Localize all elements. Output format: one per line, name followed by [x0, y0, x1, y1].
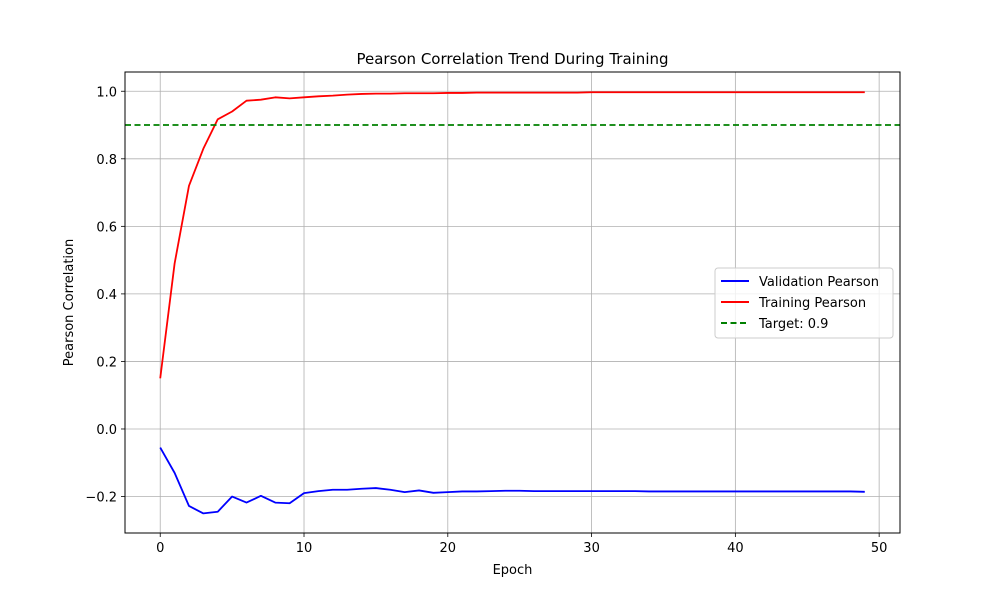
plot-frame: [124, 71, 901, 534]
x-tick-label: 10: [296, 541, 313, 556]
y-tick-label: 0.0: [96, 423, 117, 438]
legend-label-target: Target: 0.9: [758, 317, 828, 332]
x-tick-label: 30: [583, 541, 600, 556]
validation-pearson-line: [159, 447, 865, 515]
y-tick-label: 0.2: [96, 355, 117, 370]
data-series: [125, 91, 900, 515]
legend-box: [714, 267, 894, 339]
training-pearson-line: [159, 91, 865, 379]
y-tick-label: −0.2: [85, 491, 117, 506]
x-tick-label: 40: [727, 541, 744, 556]
y-tick-label: 0.8: [96, 153, 117, 168]
y-axis-title: Pearson Correlation: [62, 239, 77, 366]
legend-label-validation: Validation Pearson: [759, 275, 879, 290]
x-tick-label: 0: [156, 541, 164, 556]
x-tick-label: 20: [440, 541, 457, 556]
y-tick-label: 1.0: [96, 85, 117, 100]
chart-title: Pearson Correlation Trend During Trainin…: [356, 50, 668, 68]
y-tick-label: 0.6: [96, 220, 117, 235]
legend-label-training: Training Pearson: [758, 296, 866, 311]
axis-ticks: 0 10 20 30 40 50 −0.2 0.0 0.2 0.4 0.6 0.8 1.0: [85, 85, 887, 556]
y-tick-label: 0.4: [96, 288, 117, 303]
legend: Validation Pearson Training Pearson Targ…: [714, 267, 894, 339]
x-axis-title: Epoch: [493, 563, 533, 578]
x-tick-label: 50: [871, 541, 888, 556]
